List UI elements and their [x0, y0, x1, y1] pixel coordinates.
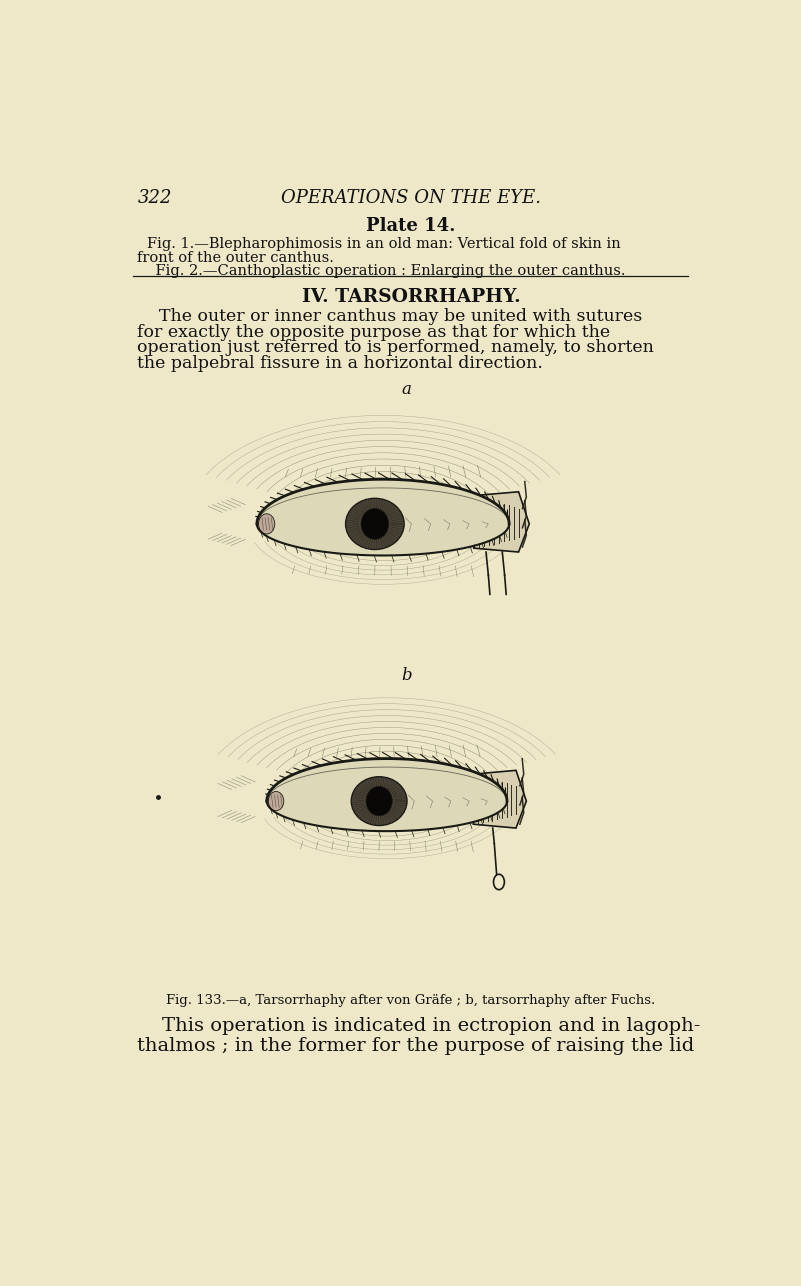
Text: thalmos ; in the former for the purpose of raising the lid: thalmos ; in the former for the purpose …: [137, 1037, 694, 1055]
Text: This operation is indicated in ectropion and in lagoph-: This operation is indicated in ectropion…: [137, 1017, 701, 1035]
Text: OPERATIONS ON THE EYE.: OPERATIONS ON THE EYE.: [281, 189, 541, 207]
Ellipse shape: [345, 498, 405, 549]
Ellipse shape: [268, 791, 284, 810]
Text: Fig. 1.—Blepharophimosis in an old man: Vertical fold of skin in: Fig. 1.—Blepharophimosis in an old man: …: [147, 238, 621, 252]
Polygon shape: [473, 770, 526, 828]
Text: 322: 322: [137, 189, 172, 207]
Text: IV. TARSORRHAPHY.: IV. TARSORRHAPHY.: [302, 288, 520, 306]
Text: front of the outer canthus.: front of the outer canthus.: [137, 251, 334, 265]
Polygon shape: [267, 760, 507, 829]
Text: a: a: [401, 381, 411, 397]
Text: Fig. 133.—a, Tarsorrhaphy after von Gräfe ; b, tarsorrhaphy after Fuchs.: Fig. 133.—a, Tarsorrhaphy after von Gräf…: [167, 994, 655, 1007]
Text: the palpebral fissure in a horizontal direction.: the palpebral fissure in a horizontal di…: [137, 355, 543, 372]
Text: for exactly the opposite purpose as that for which the: for exactly the opposite purpose as that…: [137, 324, 610, 341]
Text: b: b: [401, 667, 412, 684]
Ellipse shape: [259, 514, 275, 534]
Ellipse shape: [351, 777, 407, 826]
Text: operation just referred to is performed, namely, to shorten: operation just referred to is performed,…: [137, 340, 654, 356]
Text: The outer or inner canthus may be united with sutures: The outer or inner canthus may be united…: [137, 309, 642, 325]
Polygon shape: [257, 480, 509, 554]
Ellipse shape: [366, 787, 392, 815]
Polygon shape: [474, 491, 529, 552]
Text: Plate 14.: Plate 14.: [366, 217, 456, 235]
Ellipse shape: [361, 508, 388, 539]
Text: Fig. 2.—Canthoplastic operation : Enlarging the outer canthus.: Fig. 2.—Canthoplastic operation : Enlarg…: [137, 265, 626, 279]
